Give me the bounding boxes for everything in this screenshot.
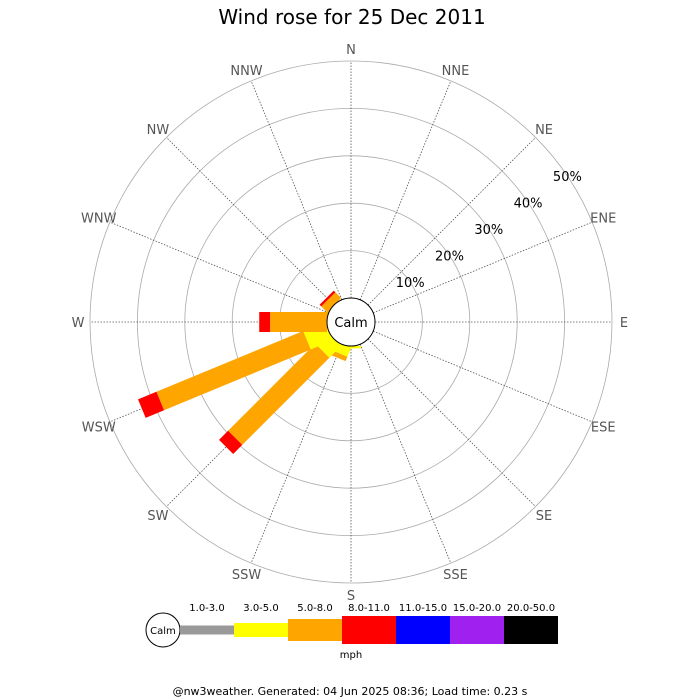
direction-label-e: E [620, 316, 628, 331]
legend-swatch-15.0-20.0 [450, 616, 504, 644]
legend-swatch-11.0-15.0 [396, 616, 450, 644]
grid-ring [89, 60, 613, 584]
direction-label-sw: SW [147, 509, 168, 524]
direction-label-wnw: WNW [81, 212, 117, 227]
legend-label: 20.0-50.0 [507, 603, 555, 614]
direction-label-w: W [72, 316, 85, 331]
legend-swatch-5.0-8.0 [288, 619, 342, 641]
legend-label: 1.0-3.0 [189, 603, 224, 614]
bar-nw-8.0-11.0 [319, 290, 336, 307]
direction-label-ese: ESE [591, 420, 616, 435]
direction-label-nne: NNE [442, 64, 470, 79]
spoke-nnw [250, 80, 343, 300]
calm-label: Calm [334, 316, 367, 331]
direction-label-nnw: NNW [230, 64, 262, 79]
ring-label: 50% [553, 170, 582, 185]
legend-calm-label: Calm [150, 626, 176, 637]
bar-nw-5.0-8.0 [321, 292, 342, 313]
bar-sw-8.0-11.0 [219, 430, 243, 454]
spoke-ssw [250, 344, 343, 564]
calm-circle [326, 297, 376, 347]
legend-label: 5.0-8.0 [297, 603, 332, 614]
legend-label: 8.0-11.0 [348, 603, 390, 614]
legend-swatch-20.0-50.0 [504, 616, 558, 644]
legend-label: 15.0-20.0 [453, 603, 501, 614]
ring-labels: 10% 20% 30% 40% 50% [396, 170, 582, 291]
direction-labels: N NNE NE ENE E ESE SE SSE S SSW SW WSW W WNW NW NNW [72, 43, 629, 604]
spoke-ene [373, 221, 593, 314]
footer-text: @nw3weather. Generated: 04 Jun 2025 08:3… [173, 685, 528, 698]
bar-w-8.0-11.0 [259, 312, 271, 332]
legend-label: 11.0-15.0 [399, 603, 447, 614]
legend-swatch-1.0-3.0 [180, 625, 234, 635]
bar-sw-5.0-8.0 [228, 343, 330, 445]
spoke-ese [373, 330, 593, 423]
ring-label: 10% [396, 276, 425, 291]
spoke-wnw [109, 221, 329, 314]
calm-center: Calm [326, 297, 376, 347]
grid-ring [231, 202, 471, 442]
spoke-nne [359, 80, 452, 300]
direction-label-wsw: WSW [82, 420, 116, 435]
ring-label: 30% [474, 223, 503, 238]
direction-label-ene: ENE [590, 212, 616, 227]
legend-swatch-3.0-5.0 [234, 623, 288, 637]
direction-label-s: S [347, 589, 355, 604]
legend-unit: mph [340, 650, 362, 661]
direction-label-n: N [346, 43, 356, 58]
wind-bars [138, 290, 361, 454]
direction-label-ne: NE [535, 123, 553, 138]
legend-label: 3.0-5.0 [243, 603, 278, 614]
legend-swatch-8.0-11.0 [342, 616, 396, 644]
bar-wsw-5.0-8.0 [156, 331, 311, 411]
direction-label-nw: NW [147, 123, 170, 138]
direction-label-se: SE [536, 509, 552, 524]
direction-label-sse: SSE [443, 568, 468, 583]
spoke-se [367, 338, 536, 507]
spoke-sse [359, 344, 452, 564]
bar-wsw-8.0-11.0 [138, 391, 165, 418]
bar-w-5.0-8.0 [270, 312, 327, 332]
direction-label-ssw: SSW [232, 568, 262, 583]
chart-title: Wind rose for 25 Dec 2011 [218, 5, 485, 29]
speed-legend: Calm 1.0-3.0 3.0-5.0 5.0-8.0 8.0-11.0 11.0-15… [145, 603, 558, 661]
spoke-ne [367, 137, 536, 306]
ring-label: 40% [514, 197, 543, 212]
spoke-nw [166, 137, 335, 306]
ring-label: 20% [435, 250, 464, 265]
